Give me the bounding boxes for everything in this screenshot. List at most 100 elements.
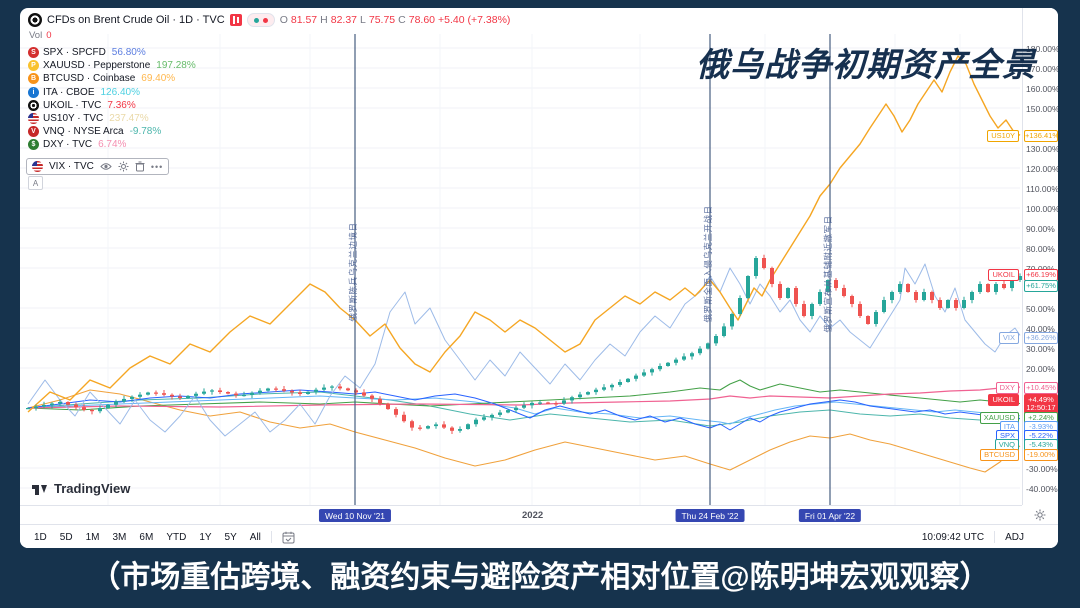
- collapse-indicator[interactable]: A: [28, 176, 43, 190]
- legend-symbol-value: 237.47%: [109, 113, 149, 125]
- axis-tick: 30.00%: [1026, 344, 1055, 354]
- legend-symbol-value: 69.40%: [141, 73, 176, 85]
- adj-toggle[interactable]: ADJ: [1005, 531, 1024, 543]
- legend-symbol-label: DXY · TVC: [43, 139, 93, 151]
- axis-tick: 90.00%: [1026, 224, 1055, 234]
- axis-tick: 130.00%: [1026, 144, 1058, 154]
- axis-tick: 100.00%: [1026, 204, 1058, 214]
- legend-symbol-value: 56.80%: [111, 47, 146, 59]
- range-button-1d[interactable]: 1D: [34, 531, 47, 543]
- legend-row-vnq[interactable]: V VNQ · NYSE Arca -9.78%: [28, 125, 196, 138]
- more-options-icon[interactable]: •••: [150, 161, 164, 172]
- event-date-tag[interactable]: Thu 24 Feb '22: [675, 509, 745, 522]
- legend-symbol-value: 126.40%: [100, 86, 140, 98]
- legend-symbol-label: BTCUSD · Coinbase: [43, 73, 136, 85]
- series-line-spx: [27, 389, 1021, 431]
- ita-symbol-icon: i: [28, 86, 39, 98]
- series-line-btcusd: [27, 389, 1021, 473]
- legend-symbol-value: -9.78%: [129, 126, 162, 138]
- down-dot-icon: [262, 17, 268, 23]
- price-chart[interactable]: [20, 8, 1022, 505]
- axis-price-tag-us10y: +136.41%: [1024, 130, 1058, 142]
- axis-price-tag-vix: +36.26%: [1024, 332, 1058, 344]
- axis-tick: 110.00%: [1026, 184, 1058, 194]
- legend-symbol-label: VNQ · NYSE Arca: [43, 126, 124, 138]
- legend-row-xauusd[interactable]: P XAUUSD · Pepperstone 197.28%: [28, 59, 196, 72]
- event-annotation-text: 俄罗斯宣布从基辅附近撤军日: [823, 215, 833, 333]
- legend-row-vix[interactable]: VIX · TVC •••: [26, 158, 170, 175]
- range-button-6m[interactable]: 6M: [139, 531, 154, 543]
- legend-row-ukoil[interactable]: UKOIL · TVC 7.36%: [28, 99, 196, 112]
- settings-gear-icon[interactable]: [118, 161, 129, 172]
- xauusd-symbol-icon: P: [28, 60, 39, 72]
- legend-symbol-value: 197.28%: [156, 60, 196, 72]
- delete-trash-icon[interactable]: [135, 161, 145, 172]
- us-flag-icon: [32, 161, 43, 172]
- tradingview-chart-panel: CFDs on Brent Crude Oil · 1D · TVC O 81.5…: [20, 8, 1058, 548]
- event-date-tag[interactable]: Wed 10 Nov '21: [318, 509, 392, 522]
- axis-price-tag-btcusd: -19.00%: [1024, 449, 1058, 461]
- time-axis[interactable]: 2022 Wed 10 Nov '21 Thu 24 Feb '22 Fri 01 …: [20, 505, 1022, 525]
- tradingview-mark-icon: [32, 484, 47, 495]
- series-name-tag-us10y: US10Y: [987, 130, 1019, 142]
- axis-tick: -30.00%: [1026, 464, 1058, 474]
- up-dot-icon: [253, 17, 259, 23]
- series-name-tag-ukoil: UKOIL: [988, 394, 1019, 406]
- axis-tick: 150.00%: [1026, 104, 1058, 114]
- range-button-1m[interactable]: 1M: [85, 531, 100, 543]
- eye-icon[interactable]: [100, 162, 112, 171]
- range-button-3m[interactable]: 3M: [112, 531, 127, 543]
- series-line-us10y: [27, 55, 1021, 413]
- toolbar-divider: [270, 531, 272, 543]
- series-line-vix: [27, 263, 1021, 437]
- legend-row-dxy[interactable]: $ DXY · TVC 6.74%: [28, 138, 196, 151]
- symbol-header: CFDs on Brent Crude Oil · 1D · TVC O 81.5…: [28, 13, 510, 27]
- legend-symbol-label: XAUUSD · Pepperstone: [43, 60, 151, 72]
- legend-symbol-value: 6.74%: [98, 139, 127, 151]
- bottom-toolbar: 1D 5D 1M 3M 6M YTD 1Y 5Y All 10:09:42 UTC ADJ: [20, 524, 1058, 548]
- event-annotation-text: 俄罗斯全面入侵乌克兰开战日: [703, 205, 713, 323]
- legend-row-us10y[interactable]: US10Y · TVC 237.47%: [28, 112, 196, 125]
- clock-utc[interactable]: 10:09:42 UTC: [921, 531, 985, 543]
- chart-title-overlay: 俄乌战争初期资产全景: [696, 46, 1036, 83]
- range-button-all[interactable]: All: [249, 531, 261, 543]
- series-name-tag-vix: VIX: [998, 332, 1019, 344]
- series-line-xauusd: [27, 379, 1021, 411]
- price-axis[interactable]: 180.00% 170.00% 160.00% 150.00% 130.00% 120.0…: [1022, 8, 1058, 521]
- us10y-symbol-icon: [28, 113, 39, 125]
- legend-row-spx[interactable]: S SPX · SPCFD 56.80%: [28, 46, 196, 59]
- range-button-ytd[interactable]: YTD: [166, 531, 187, 543]
- range-button-5y[interactable]: 5Y: [224, 531, 237, 543]
- btcusd-symbol-icon: B: [28, 73, 39, 85]
- symbol-title[interactable]: CFDs on Brent Crude Oil · 1D · TVC: [47, 14, 225, 26]
- axis-tick: -40.00%: [1026, 484, 1058, 494]
- range-button-1y[interactable]: 1Y: [199, 531, 212, 543]
- axis-tick: 180.00%: [1026, 44, 1058, 54]
- overlay-legend: S SPX · SPCFD 56.80% P XAUUSD · Pepperstone 1…: [28, 46, 196, 152]
- go-to-date-icon[interactable]: [282, 531, 295, 544]
- legend-row-ita[interactable]: i ITA · CBOE 126.40%: [28, 86, 196, 99]
- change-value: +5.40 (+7.38%): [438, 14, 511, 26]
- axis-tick: 80.00%: [1026, 244, 1055, 254]
- tradingview-logo[interactable]: TradingView: [32, 481, 130, 496]
- vnq-symbol-icon: V: [28, 126, 39, 138]
- axis-settings-gear-icon[interactable]: [1034, 508, 1046, 526]
- brent-oil-logo-icon: [28, 13, 42, 27]
- series-line-ita: [27, 395, 1021, 425]
- axis-price-tag-ukoil: +4.49% 12:50:17: [1024, 394, 1058, 414]
- event-date-tag[interactable]: Fri 01 Apr '22: [798, 509, 862, 522]
- market-status-pill[interactable]: [246, 13, 275, 27]
- axis-tick: 160.00%: [1026, 84, 1058, 94]
- range-buttons: 1D 5D 1M 3M 6M YTD 1Y 5Y All: [20, 532, 261, 543]
- range-button-5d[interactable]: 5D: [59, 531, 73, 543]
- year-label: 2022: [522, 510, 544, 521]
- legend-row-btcusd[interactable]: B BTCUSD · Coinbase 69.40%: [28, 72, 196, 85]
- axis-tick: 20.00%: [1026, 364, 1055, 374]
- volume-row[interactable]: Vol 0: [29, 30, 52, 41]
- axis-tick: 170.00%: [1026, 64, 1058, 74]
- candlestick-style-icon[interactable]: [229, 14, 242, 26]
- bottom-caption: （市场重估跨境、融资约束与避险资产相对位置@陈明坤宏观观察）: [90, 561, 990, 594]
- legend-symbol-label: US10Y · TVC: [43, 113, 104, 125]
- series-line-dxy: [27, 386, 1021, 409]
- axis-tick: 120.00%: [1026, 164, 1058, 174]
